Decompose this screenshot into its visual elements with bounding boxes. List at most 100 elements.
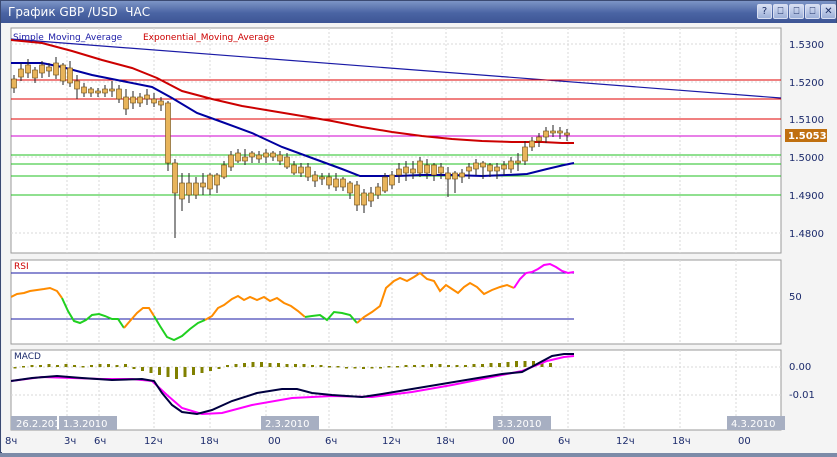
time-tick: 3ч <box>64 436 76 447</box>
candle-body <box>529 140 535 148</box>
macd-label: MACD <box>14 352 41 362</box>
rsi-orange-segment-2 <box>123 307 155 329</box>
macd-bar <box>217 367 221 369</box>
macd-bar <box>30 365 34 367</box>
candle-body <box>361 192 367 206</box>
time-tick: 6ч <box>325 436 337 447</box>
price-axis: 1.5300 1.5200 1.5100 1.5000 1.4900 1.480… <box>789 40 824 240</box>
macd-bar <box>379 367 382 369</box>
macd-bar <box>328 366 331 368</box>
macd-bar <box>56 365 59 367</box>
macd-bar <box>124 364 127 367</box>
candle-body <box>221 164 227 178</box>
macd-bar <box>209 367 212 371</box>
current-price-badge <box>785 129 827 142</box>
candle-body <box>501 164 507 170</box>
price-candles[interactable] <box>11 57 570 238</box>
candle-body <box>550 130 556 134</box>
candle-body <box>137 96 143 104</box>
macd-tick: -0.01 <box>789 390 815 401</box>
macd-vertical-grid <box>66 350 737 430</box>
rsi-panel[interactable]: RSI 50 <box>10 259 802 345</box>
time-tick: 12ч <box>616 436 635 447</box>
rsi-label: RSI <box>14 262 29 272</box>
macd-bar <box>64 364 68 367</box>
candle-body <box>389 174 395 186</box>
close-button[interactable]: ✕ <box>821 4 836 19</box>
chart-svg: Simple_Moving_Average Exponential_Moving… <box>5 27 827 447</box>
macd-bar <box>396 366 399 368</box>
candle-body <box>60 64 66 82</box>
ema-line <box>11 39 574 144</box>
legend-ema: Exponential_Moving_Average <box>143 33 275 43</box>
macd-plot-area[interactable] <box>10 349 782 431</box>
macd-histogram <box>13 361 552 379</box>
candle-body <box>165 102 171 164</box>
candle-body <box>557 130 563 134</box>
candle-body <box>270 152 276 158</box>
macd-bar <box>421 365 425 367</box>
macd-bar <box>404 365 408 367</box>
macd-bar <box>39 365 42 367</box>
date-badge <box>727 416 785 430</box>
maximize-button[interactable]: ⎕ <box>805 4 820 19</box>
help-button[interactable]: ? <box>757 4 772 19</box>
candle-body <box>95 90 101 94</box>
macd-bar <box>166 367 170 377</box>
macd-bar <box>234 364 238 367</box>
macd-bar <box>90 365 93 367</box>
candle-body <box>263 152 269 158</box>
price-tick: 1.4800 <box>789 229 824 240</box>
macd-bar <box>319 365 323 367</box>
candle-body <box>508 160 514 170</box>
candle-body <box>11 78 17 89</box>
candle-body <box>312 174 318 182</box>
macd-bar <box>251 362 255 367</box>
candle-body <box>473 162 479 170</box>
macd-bar <box>523 361 527 367</box>
rsi-plot-area[interactable] <box>10 259 782 345</box>
candle-body <box>459 172 465 178</box>
minimize-button[interactable]: ⎕ <box>789 4 804 19</box>
macd-bar <box>353 367 357 369</box>
macd-bar <box>175 367 178 379</box>
title-bar[interactable]: График GBP /USD ЧАС ? ⎕ ⎕ ⎕ ✕ <box>1 1 836 23</box>
candle-body <box>67 67 73 84</box>
main-plot-area[interactable] <box>10 27 782 254</box>
candle-body <box>151 98 157 104</box>
candle-body <box>256 154 262 160</box>
macd-bar <box>447 365 450 367</box>
main-chart-panel[interactable]: Simple_Moving_Average Exponential_Moving… <box>10 27 827 254</box>
macd-bar <box>277 363 280 367</box>
candle-body <box>368 192 374 202</box>
candle-body <box>487 164 493 172</box>
macd-bar <box>540 362 544 367</box>
macd-bar <box>472 364 476 367</box>
time-tick: 00 <box>502 436 515 447</box>
candle-body <box>228 154 234 168</box>
candle-body <box>375 186 381 196</box>
macd-bar <box>294 364 297 367</box>
macd-tick: 0.00 <box>789 362 811 373</box>
macd-bar <box>243 363 246 367</box>
candle-body <box>53 62 59 76</box>
candle-body <box>326 176 332 186</box>
macd-bar <box>515 361 518 367</box>
candle-body <box>172 162 178 194</box>
date-label: 4.3.2010 <box>731 419 776 430</box>
candle-body <box>298 166 304 174</box>
legend-sma: Simple_Moving_Average <box>13 33 123 43</box>
candle-body <box>340 178 346 188</box>
restore-button[interactable]: ⎕ <box>773 4 788 19</box>
macd-panel[interactable]: MACD 0.00 -0.01 <box>10 349 815 431</box>
candle-body <box>88 88 94 94</box>
candle-body <box>424 164 430 174</box>
macd-bar <box>285 364 289 367</box>
macd-bar <box>336 366 340 368</box>
candle-body <box>515 160 521 164</box>
candle-body <box>214 174 220 186</box>
macd-bar <box>481 364 484 367</box>
date-label: 2.3.2010 <box>265 419 310 430</box>
candle-body <box>403 166 409 174</box>
